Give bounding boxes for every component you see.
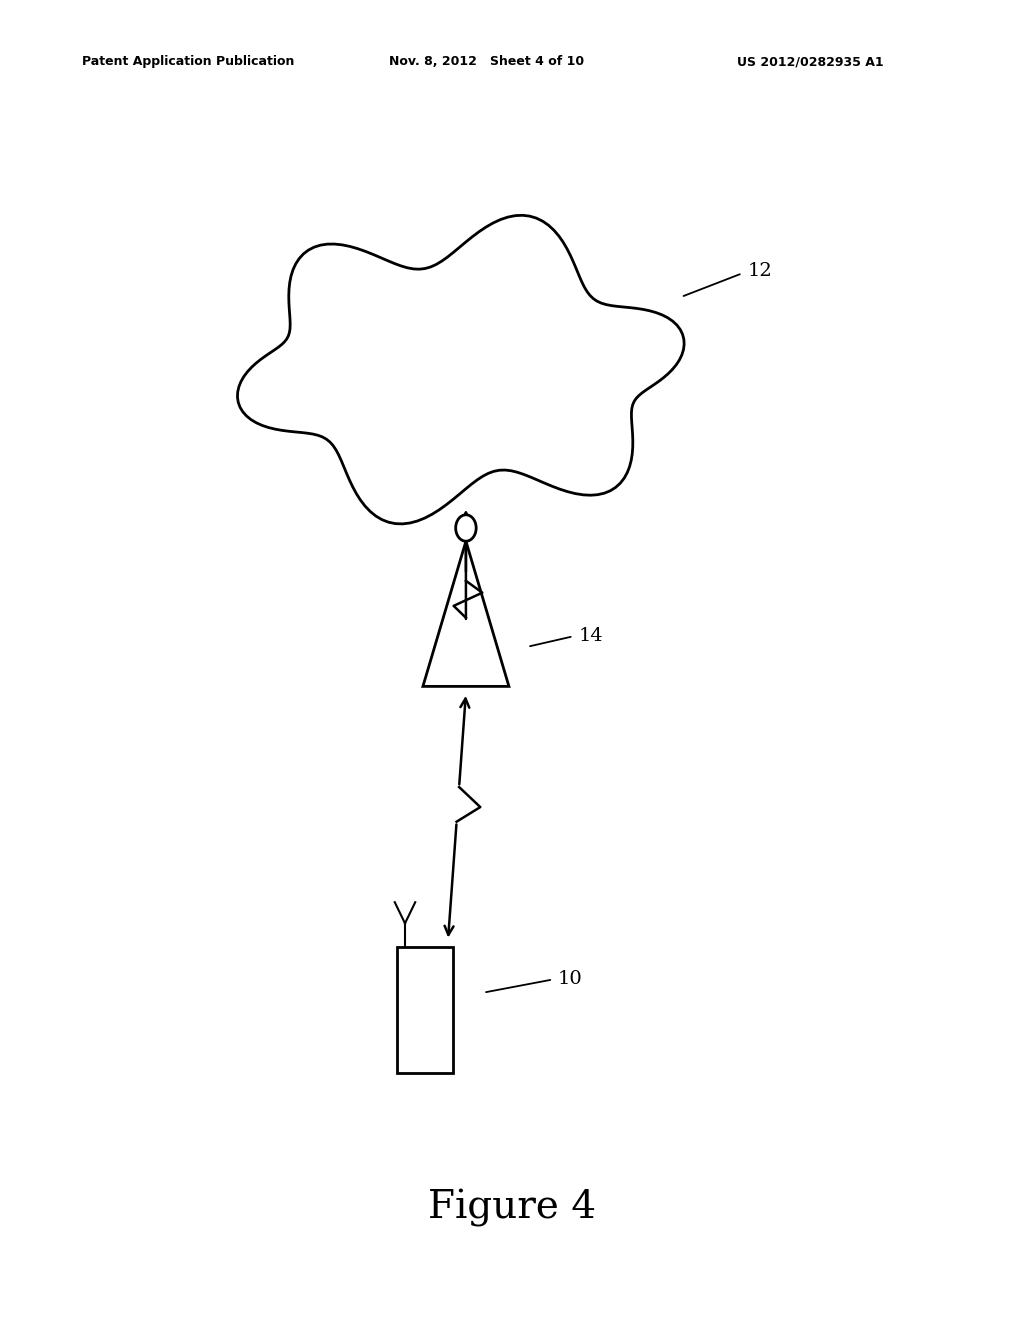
Bar (396, 948, 453, 1072)
Text: Patent Application Publication: Patent Application Publication (82, 55, 294, 69)
Text: 10: 10 (558, 970, 583, 989)
Polygon shape (423, 541, 509, 686)
Circle shape (456, 515, 476, 541)
Text: Nov. 8, 2012   Sheet 4 of 10: Nov. 8, 2012 Sheet 4 of 10 (389, 55, 585, 69)
Polygon shape (238, 215, 684, 524)
Text: 12: 12 (748, 261, 772, 280)
Text: Figure 4: Figure 4 (428, 1189, 596, 1226)
Text: US 2012/0282935 A1: US 2012/0282935 A1 (737, 55, 884, 69)
Text: 14: 14 (579, 627, 603, 645)
